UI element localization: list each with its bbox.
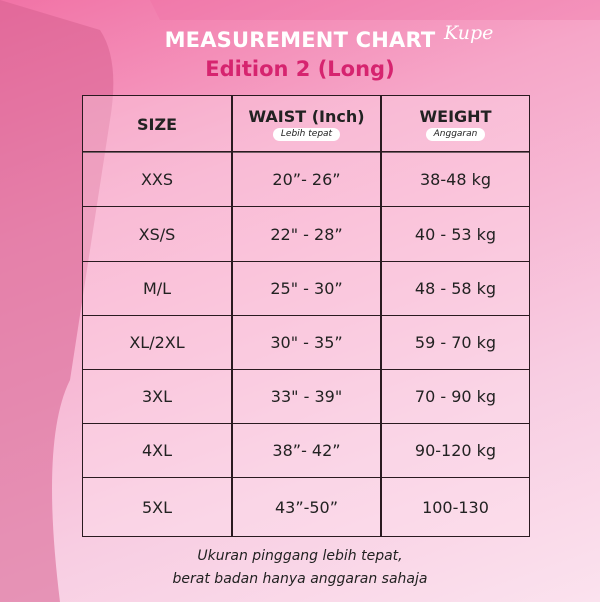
header-note: Lebih tepat xyxy=(272,128,341,141)
header-cell: WAIST (Inch) Lebih tepat xyxy=(232,95,381,153)
table-cell: 100-130 xyxy=(381,477,530,537)
table-cell: 30" - 35” xyxy=(232,315,381,370)
header-label: WAIST (Inch) xyxy=(248,107,365,126)
table-cell: 20”- 26” xyxy=(232,151,381,207)
table-cell: XS/S xyxy=(82,206,232,262)
table-cell: 4XL xyxy=(82,423,232,478)
table-cell: 48 - 58 kg xyxy=(381,261,530,316)
header-note: Anggaran xyxy=(425,128,486,141)
measurement-table: SIZE WAIST (Inch) Lebih tepat WEIGHT Anggara… xyxy=(82,95,530,537)
header-cell: SIZE xyxy=(82,95,232,153)
table-cell: 33" - 39" xyxy=(232,369,381,424)
table-cell: 59 - 70 kg xyxy=(381,315,530,370)
table-cell: 90-120 kg xyxy=(381,423,530,478)
table-cell: 38-48 kg xyxy=(381,151,530,207)
table-cell: M/L xyxy=(82,261,232,316)
header-cell: WEIGHT Anggaran xyxy=(381,95,530,153)
title: MEASUREMENT CHART xyxy=(164,28,436,52)
table-cell: 3XL xyxy=(82,369,232,424)
footer-line: Ukuran pinggang lebih tepat, xyxy=(197,548,403,564)
table-cell: 40 - 53 kg xyxy=(381,206,530,262)
table-cell: 5XL xyxy=(82,477,232,537)
table-cell: XL/2XL xyxy=(82,315,232,370)
table-cell: 22" - 28” xyxy=(232,206,381,262)
table-cell: 43”-50” xyxy=(232,477,381,537)
table-cell: 25" - 30” xyxy=(232,261,381,316)
footer-line: berat badan hanya anggaran sahaja xyxy=(172,571,428,587)
table-cell: 70 - 90 kg xyxy=(381,369,530,424)
header-label: WEIGHT xyxy=(419,107,492,126)
table-cell: 38”- 42” xyxy=(232,423,381,478)
subtitle: Edition 2 (Long) xyxy=(205,57,395,81)
brand-logo: Kupe xyxy=(444,22,494,44)
table-cell: XXS xyxy=(82,151,232,207)
header-label: SIZE xyxy=(136,114,177,134)
